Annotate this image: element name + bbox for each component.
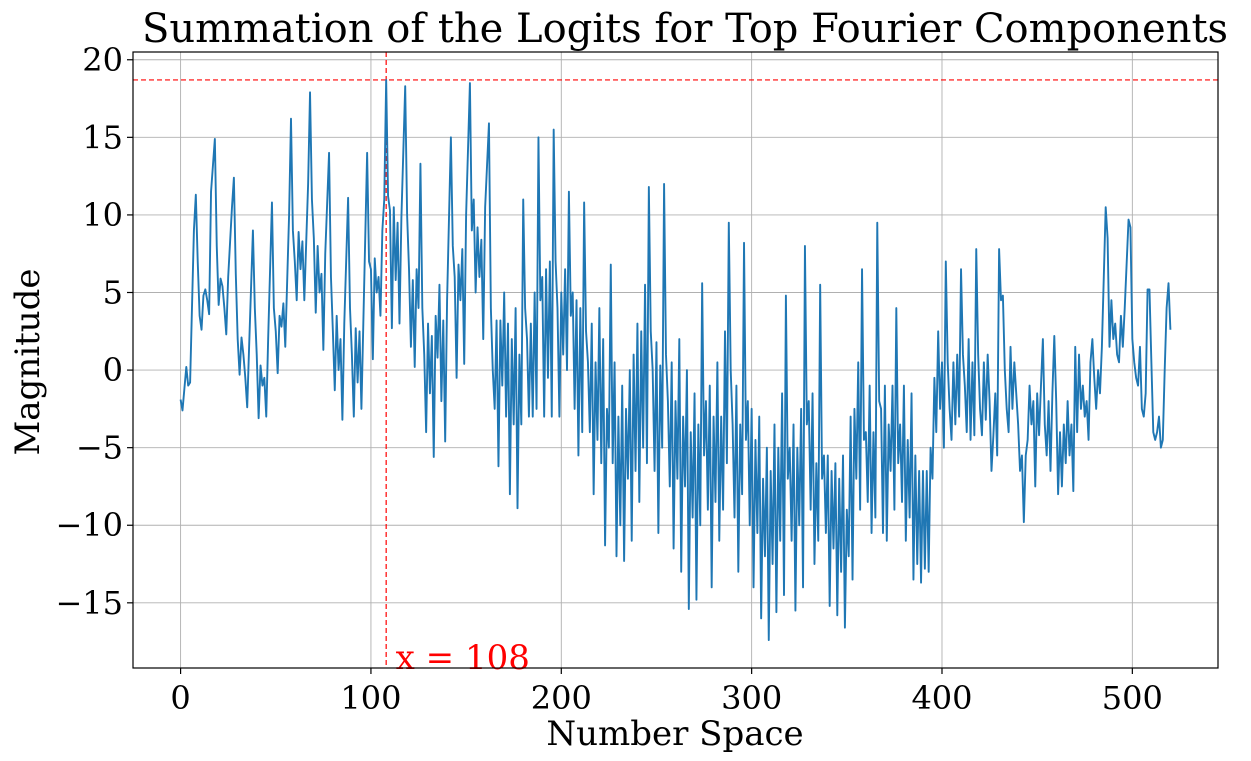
chart-title: Summation of the Logits for Top Fourier … bbox=[142, 6, 1228, 52]
x-axis-label: Number Space bbox=[546, 714, 803, 754]
x-tick-label: 200 bbox=[531, 679, 592, 717]
y-tick-label: 5 bbox=[103, 274, 123, 312]
x-tick-label: 0 bbox=[170, 679, 190, 717]
y-axis-label: Magnitude bbox=[8, 268, 48, 455]
y-tick-label: 10 bbox=[82, 196, 123, 234]
x-tick-label: 300 bbox=[721, 679, 782, 717]
grid bbox=[133, 52, 1218, 668]
annotation-x-108: x = 108 bbox=[396, 638, 530, 678]
y-tick-label: −15 bbox=[55, 584, 123, 622]
series bbox=[179, 78, 1172, 642]
y-tick-label: 0 bbox=[103, 351, 123, 389]
reference-lines bbox=[133, 52, 1218, 668]
y-tick-label: 20 bbox=[82, 41, 123, 79]
series-line bbox=[179, 78, 1172, 642]
x-axis-ticks: 0 100 200 300 400 500 bbox=[170, 668, 1163, 717]
plot-frame bbox=[132, 51, 1219, 669]
y-tick-label: −5 bbox=[76, 429, 123, 467]
x-tick-label: 500 bbox=[1102, 679, 1163, 717]
x-tick-label: 400 bbox=[911, 679, 972, 717]
y-tick-label: 15 bbox=[82, 118, 123, 156]
y-tick-label: −10 bbox=[55, 506, 123, 544]
y-axis-ticks: −15 −10 −5 0 5 10 15 20 bbox=[55, 41, 133, 622]
x-tick-label: 100 bbox=[340, 679, 401, 717]
